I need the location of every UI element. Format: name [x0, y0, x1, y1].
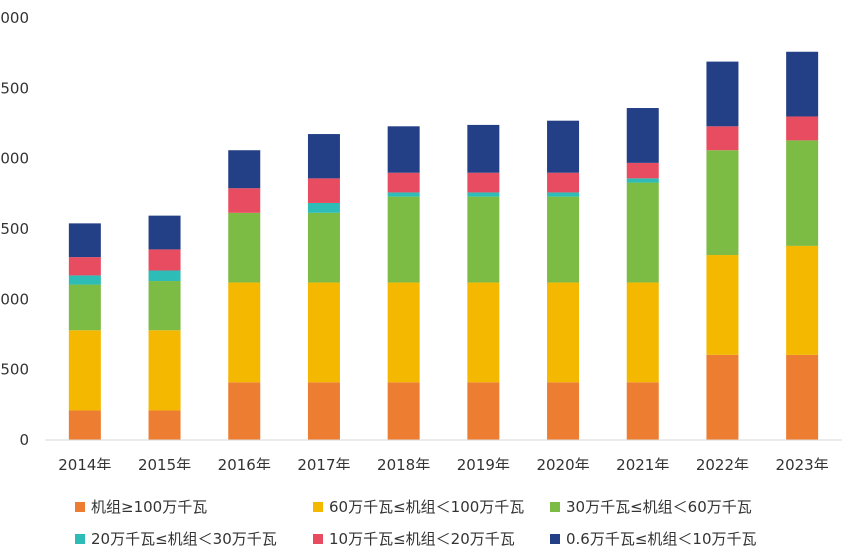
bar-segment-1 [387, 382, 420, 440]
bar-segment-4 [626, 178, 659, 183]
x-tick-label: 2020年 [536, 456, 589, 470]
y-tick-label: 2000 [0, 150, 29, 168]
legend-swatch [313, 533, 323, 544]
bar-segment-6 [786, 51, 819, 117]
bar-segment-6 [307, 134, 340, 179]
bar-segment-5 [547, 172, 580, 193]
legend-item: 机组≥100万千瓦 [75, 496, 207, 517]
legend-label: 30万千瓦≤机组＜60万千瓦 [566, 498, 752, 516]
bar-segment-5 [706, 126, 739, 151]
bar-segment-1 [547, 382, 580, 440]
bar-segment-2 [626, 282, 659, 383]
bar-segment-3 [626, 182, 659, 283]
legend-label: 60万千瓦≤机组＜100万千瓦 [329, 498, 525, 516]
bar-segment-4 [547, 192, 580, 197]
bar-segment-2 [148, 330, 181, 411]
x-tick-label: 2023年 [776, 456, 829, 470]
bar-segment-3 [228, 212, 261, 283]
bar-segment-1 [706, 354, 739, 440]
x-tick-label: 2022年 [696, 456, 749, 470]
bar-segment-6 [148, 215, 181, 250]
bar-segment-6 [706, 61, 739, 127]
bar-segment-5 [467, 172, 500, 193]
bar-segment-3 [467, 196, 500, 283]
bar-segment-1 [228, 382, 261, 440]
stacked-bar-chart: 0 500 1000 1500 2000 2500 3000 2014年 2015年 2016年… [0, 9, 842, 470]
bar-segment-3 [68, 284, 101, 331]
bar-segment-1 [68, 410, 101, 440]
bar-segment-3 [387, 196, 420, 283]
bar-segment-4 [387, 192, 420, 197]
bar-segment-6 [68, 223, 101, 258]
bar-segment-5 [387, 172, 420, 193]
bar-segment-2 [786, 245, 819, 355]
bar-segment-2 [307, 282, 340, 383]
bar-segment-1 [467, 382, 500, 440]
bar-segment-2 [387, 282, 420, 383]
bar-segment-5 [307, 178, 340, 203]
bar-segment-3 [786, 140, 819, 246]
legend-item: 60万千瓦≤机组＜100万千瓦 [313, 496, 524, 517]
legend-swatch [75, 501, 85, 512]
bar-segment-1 [307, 382, 340, 440]
x-tick-label: 2017年 [297, 456, 350, 470]
bar-segment-3 [706, 150, 739, 256]
bar-segment-2 [467, 282, 500, 383]
x-tick-label: 2015年 [138, 456, 191, 470]
legend-swatch [313, 501, 323, 512]
bar-segment-4 [148, 270, 181, 282]
legend: 机组≥100万千瓦 60万千瓦≤机组＜100万千瓦 30万千瓦≤机组＜60万千瓦 20… [0, 470, 842, 557]
bar-segment-3 [547, 196, 580, 283]
bar-segment-5 [626, 162, 659, 179]
legend-label: 机组≥100万千瓦 [91, 498, 208, 516]
bar-segment-2 [547, 282, 580, 383]
y-axis-ticks: 0 500 1000 1500 2000 2500 3000 [0, 9, 29, 449]
bar-segment-3 [307, 212, 340, 283]
bar-segment-6 [228, 150, 261, 189]
bar-segment-5 [148, 249, 181, 271]
x-axis-ticks: 2014年 2015年 2016年 2017年 2018年 2019年 2020年 2021年… [58, 456, 828, 470]
bar-stacks [68, 51, 819, 440]
y-tick-label: 500 [0, 361, 29, 379]
bar-segment-6 [467, 124, 500, 173]
legend-label: 0.6万千瓦≤机组＜10万千瓦 [566, 530, 757, 548]
y-tick-label: 3000 [0, 9, 29, 27]
y-tick-label: 1000 [0, 290, 29, 308]
x-tick-label: 2014年 [58, 456, 111, 470]
x-tick-label: 2016年 [218, 456, 271, 470]
bar-segment-2 [228, 282, 261, 383]
legend-item: 10万千瓦≤机组＜20万千瓦 [313, 528, 515, 549]
bar-segment-1 [786, 354, 819, 440]
legend-item: 30万千瓦≤机组＜60万千瓦 [550, 496, 752, 517]
legend-label: 20万千瓦≤机组＜30万千瓦 [91, 530, 277, 548]
x-tick-label: 2021年 [616, 456, 669, 470]
bar-segment-5 [228, 188, 261, 213]
bar-segment-6 [626, 108, 659, 163]
legend-swatch [75, 533, 85, 544]
bar-segment-1 [148, 410, 181, 440]
legend-item: 0.6万千瓦≤机组＜10万千瓦 [550, 528, 757, 549]
bar-segment-5 [786, 116, 819, 141]
bar-segment-6 [547, 120, 580, 173]
y-tick-label: 1500 [0, 220, 29, 238]
bar-segment-5 [68, 257, 101, 276]
y-tick-label: 0 [19, 431, 29, 449]
bar-segment-2 [68, 330, 101, 411]
bar-segment-4 [307, 202, 340, 213]
legend-label: 10万千瓦≤机组＜20万千瓦 [329, 530, 515, 548]
bar-segment-4 [68, 275, 101, 285]
x-tick-label: 2019年 [457, 456, 510, 470]
bar-segment-2 [706, 255, 739, 355]
bar-segment-6 [387, 126, 420, 173]
legend-swatch [550, 501, 560, 512]
bar-segment-4 [467, 192, 500, 197]
bar-segment-1 [626, 382, 659, 440]
legend-item: 20万千瓦≤机组＜30万千瓦 [75, 528, 277, 549]
x-tick-label: 2018年 [377, 456, 430, 470]
y-tick-label: 2500 [0, 79, 29, 97]
legend-swatch [550, 533, 560, 544]
bar-segment-3 [148, 281, 181, 331]
